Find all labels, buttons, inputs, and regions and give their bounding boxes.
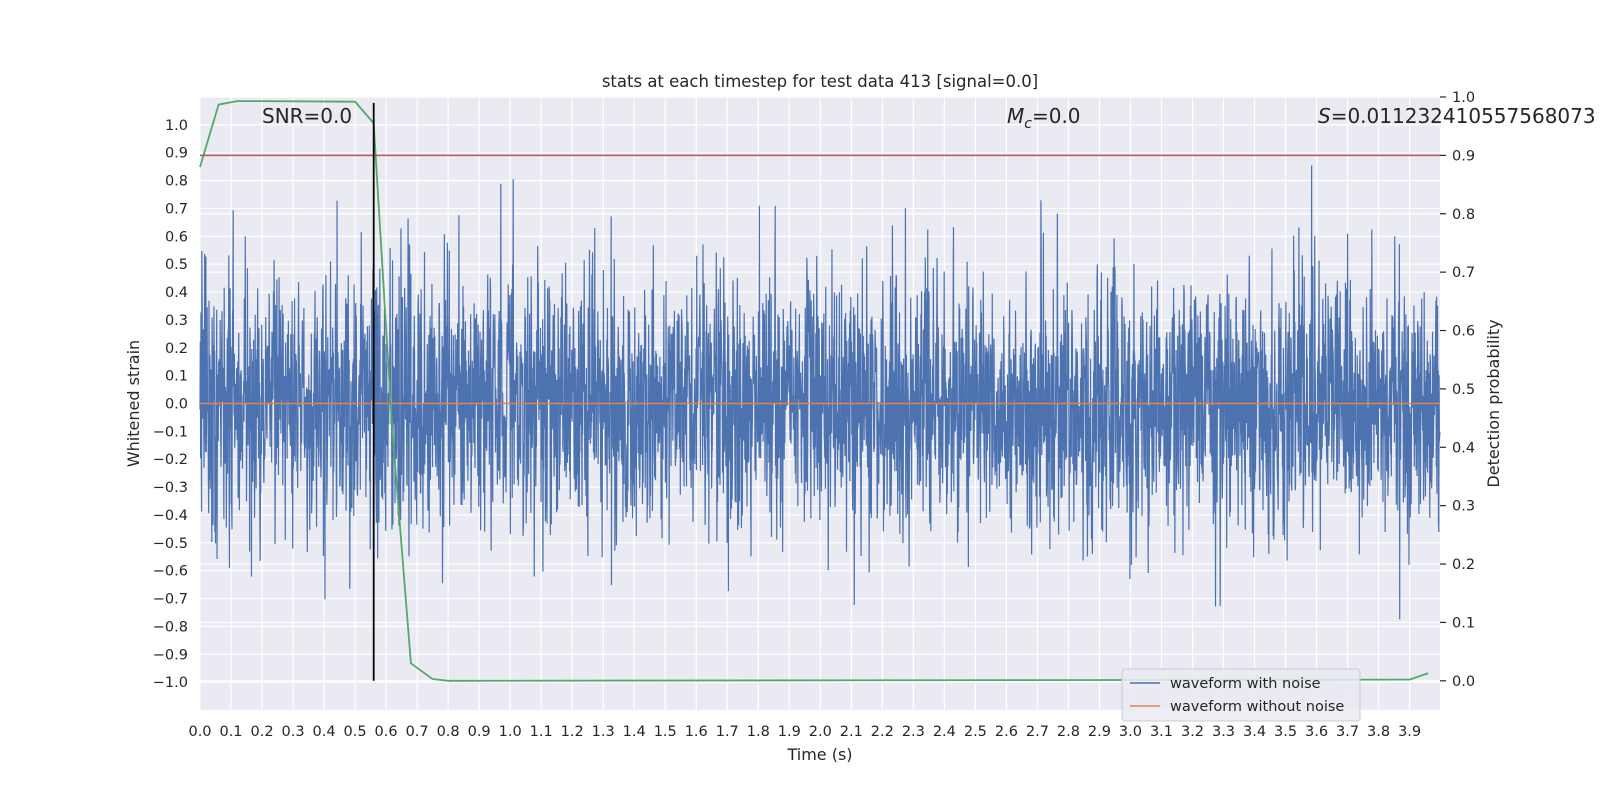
x-tick-label: 2.5 [964, 724, 987, 740]
x-tick-label: 2.9 [1088, 724, 1111, 740]
x-tick-label: 0.0 [188, 724, 211, 740]
x-tick-label: 3.5 [1274, 724, 1297, 740]
x-tick-label: 0.3 [282, 724, 305, 740]
y-tick-label: −0.5 [153, 536, 188, 552]
s-value: =0.011232410557568073 [1331, 104, 1596, 128]
y-tick-label: −0.8 [153, 619, 188, 635]
y2-tick-label: 0.1 [1452, 615, 1475, 631]
x-tick-label: 3.3 [1212, 724, 1235, 740]
y2-tick-label: 0.9 [1452, 148, 1475, 164]
x-tick-label: 2.3 [902, 724, 925, 740]
y2-axis-ticks: 1.0 0.9 0.8 0.7 0.6 0.5 0.4 0.3 0.2 0.1 0.0 [1440, 90, 1475, 690]
annotation-chirp-mass: Mc=0.0 [1007, 104, 1081, 132]
probability-line [199, 100, 1429, 682]
x-tick-label: 3.1 [1150, 724, 1173, 740]
x-tick-label: 0.6 [375, 724, 398, 740]
x-tick-label: 3.8 [1367, 724, 1390, 740]
x-axis-label: Time (s) [786, 745, 852, 764]
x-axis-ticks: 0.0 0.1 0.2 0.3 0.4 0.5 0.6 0.7 0.8 0.9 1.0 1.1 1.2 1… [188, 724, 1421, 740]
x-tick-label: 3.4 [1243, 724, 1266, 740]
x-tick-label: 3.0 [1119, 724, 1142, 740]
annotation-s: S=0.011232410557568073 [1318, 104, 1596, 128]
legend-label-with-noise: waveform with noise [1170, 676, 1321, 692]
y2-tick-label: 0.4 [1452, 440, 1475, 456]
x-tick-label: 0.5 [344, 724, 367, 740]
y2-axis-label: Detection probability [1484, 319, 1503, 487]
y-tick-label: 0.3 [165, 313, 188, 329]
x-tick-label: 1.4 [623, 724, 646, 740]
y2-tick-label: 0.5 [1452, 382, 1475, 398]
x-tick-label: 3.6 [1305, 724, 1328, 740]
y2-tick-label: 1.0 [1452, 90, 1475, 106]
y-tick-label: −0.7 [153, 592, 188, 608]
y-tick-label: 0.8 [165, 174, 188, 190]
series-detection-probability [199, 100, 1429, 682]
y2-tick-label: 0.8 [1452, 207, 1475, 223]
y-axis-label: Whitened strain [124, 340, 143, 467]
legend-box [1121, 668, 1361, 722]
y2-tick-label: 0.3 [1452, 499, 1475, 515]
y-tick-label: 0.1 [165, 369, 188, 385]
x-tick-label: 1.0 [499, 724, 522, 740]
x-tick-label: 0.1 [219, 724, 242, 740]
y-tick-label: −1.0 [153, 675, 188, 691]
x-tick-label: 3.2 [1181, 724, 1204, 740]
legend-label-without-noise: waveform without noise [1170, 699, 1344, 715]
y2-tick-label: 0.7 [1452, 265, 1475, 281]
y-tick-label: −0.2 [153, 452, 188, 468]
y-tick-label: −0.6 [153, 564, 188, 580]
x-tick-label: 1.2 [561, 724, 584, 740]
mc-value: =0.0 [1032, 104, 1081, 128]
y-tick-label: −0.4 [153, 508, 188, 524]
x-tick-label: 2.8 [1057, 724, 1080, 740]
x-tick-label: 1.5 [654, 724, 677, 740]
x-tick-label: 3.7 [1336, 724, 1359, 740]
y-tick-label: 0.9 [165, 146, 188, 162]
x-tick-label: 0.2 [250, 724, 273, 740]
legend: waveform with noise waveform without noi… [1121, 668, 1361, 722]
series-waveform-with-noise [199, 165, 1441, 620]
y2-tick-label: 0.2 [1452, 557, 1475, 573]
x-tick-label: 2.1 [840, 724, 863, 740]
y-axis-ticks: 1.0 0.9 0.8 0.7 0.6 0.5 0.4 0.3 0.2 0.1 0.0 −0.1 −0.… [153, 118, 188, 691]
y-tick-label: −0.1 [153, 424, 188, 440]
x-tick-label: 1.3 [592, 724, 615, 740]
y-tick-label: 0.2 [165, 341, 188, 357]
x-tick-label: 0.9 [468, 724, 491, 740]
x-tick-label: 0.8 [437, 724, 460, 740]
mc-symbol: M [1007, 104, 1024, 128]
x-tick-label: 1.9 [778, 724, 801, 740]
x-tick-label: 0.4 [313, 724, 336, 740]
y2-tick-label: 0.0 [1452, 674, 1475, 690]
x-tick-label: 0.7 [406, 724, 429, 740]
y-tick-label: 0.0 [165, 397, 188, 413]
s-symbol: S [1318, 104, 1331, 128]
y-tick-label: 0.6 [165, 229, 188, 245]
y-tick-label: 0.5 [165, 257, 188, 273]
x-tick-label: 3.9 [1398, 724, 1421, 740]
x-tick-label: 1.1 [530, 724, 553, 740]
y-tick-label: 0.4 [165, 285, 188, 301]
y-tick-label: −0.3 [153, 480, 188, 496]
annotation-snr: SNR=0.0 [262, 104, 352, 128]
y2-tick-label: 0.6 [1452, 324, 1475, 340]
y-tick-label: 0.7 [165, 201, 188, 217]
y-tick-label: 1.0 [165, 118, 188, 134]
x-tick-label: 2.2 [871, 724, 894, 740]
mc-subscript: c [1024, 116, 1032, 132]
noise-waveform-line [199, 165, 1441, 620]
x-tick-label: 1.6 [685, 724, 708, 740]
y-tick-label: −0.9 [153, 647, 188, 663]
x-tick-label: 1.7 [716, 724, 739, 740]
x-tick-label: 2.4 [933, 724, 956, 740]
chart-title: stats at each timestep for test data 413… [602, 72, 1038, 91]
x-tick-label: 1.8 [747, 724, 770, 740]
x-tick-label: 2.6 [995, 724, 1018, 740]
x-tick-label: 2.0 [809, 724, 832, 740]
x-tick-label: 2.7 [1026, 724, 1049, 740]
